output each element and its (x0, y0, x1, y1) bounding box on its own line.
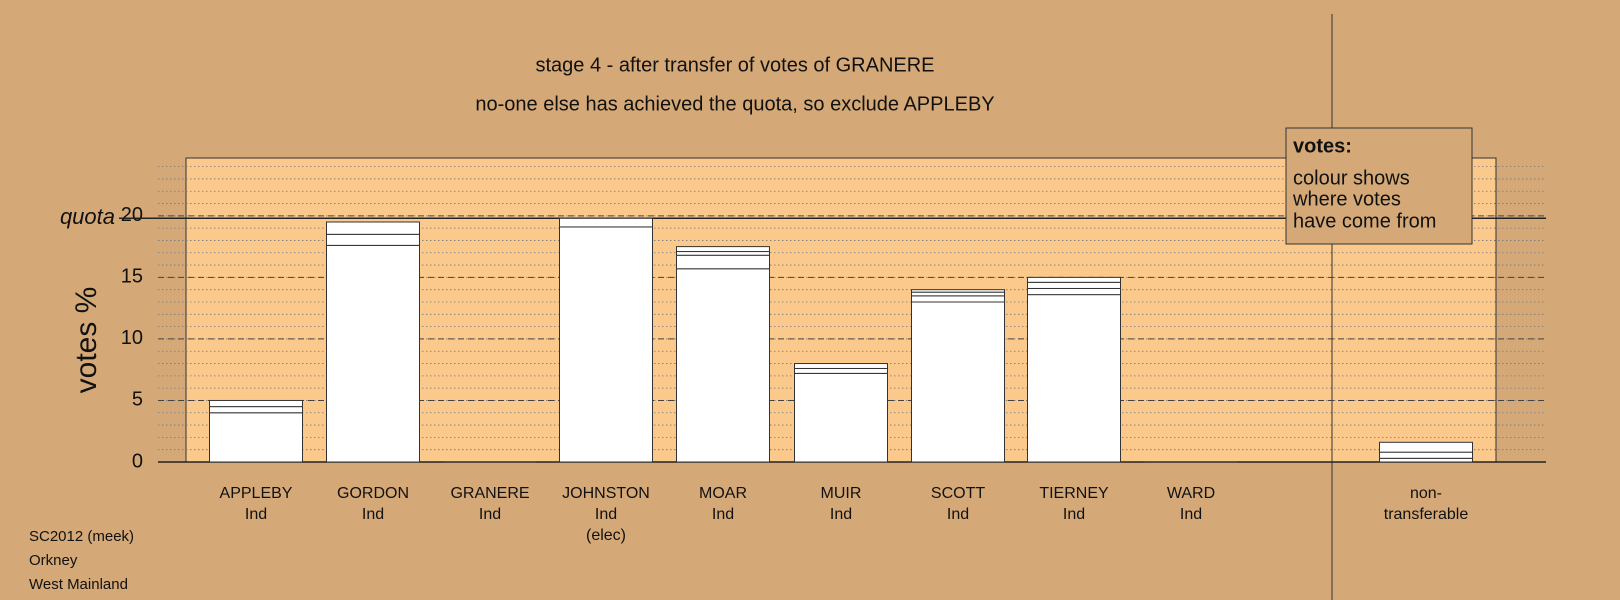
bar-segment (1379, 457, 1473, 463)
footer-text: Orkney (29, 552, 78, 569)
bar-segment (326, 233, 420, 246)
bar-segment (209, 412, 303, 463)
legend-title: votes: (1293, 135, 1352, 157)
bar-segment (676, 246, 770, 253)
bar-segment (911, 295, 1005, 303)
bar-segment (209, 399, 303, 408)
bar-segment (1027, 287, 1121, 296)
x-tick-label: SCOTT (931, 485, 985, 502)
footer-text: SC2012 (meek) (29, 528, 134, 545)
bar-segment (326, 221, 420, 235)
bar-segment (911, 301, 1005, 463)
bar-segment (559, 217, 653, 228)
bar-segment (1027, 276, 1121, 283)
bar-segment (209, 406, 303, 414)
bar-segment (1027, 294, 1121, 463)
bars (209, 217, 1473, 463)
x-tick-label: MOAR (699, 485, 747, 502)
bar-segment (1379, 441, 1473, 453)
quota-label: quota (60, 204, 115, 229)
legend-text: have come from (1293, 210, 1436, 232)
x-tick-label: non- (1410, 485, 1442, 502)
bar-segment (1379, 451, 1473, 459)
legend-box (1285, 127, 1473, 245)
footer-text: West Mainland (29, 576, 128, 593)
x-tick-label: (elec) (586, 527, 626, 544)
bar-segment (794, 372, 888, 463)
x-tick-label: Ind (830, 506, 852, 523)
x-tick-label: Ind (1063, 506, 1085, 523)
x-tick-label: GRANERE (450, 485, 529, 502)
bar-segment (676, 254, 770, 270)
bar-segment (794, 367, 888, 374)
x-tick-label: Ind (947, 506, 969, 523)
y-tick-label: 15 (121, 266, 143, 288)
bar-segment (911, 289, 1005, 293)
bar-segment (911, 291, 1005, 297)
bar-segment (794, 363, 888, 369)
legend-text: where votes (1292, 188, 1401, 210)
bar-segment (559, 226, 653, 463)
y-tick-label: 10 (121, 327, 143, 349)
x-tick-label: APPLEBY (220, 485, 293, 502)
bar-segment (1027, 281, 1121, 289)
bar-segment (676, 251, 770, 256)
x-tick-label: transferable (1384, 506, 1469, 523)
x-tick-label: MUIR (821, 485, 862, 502)
x-tick-label: Ind (245, 506, 267, 523)
x-tick-label: TIERNEY (1039, 485, 1109, 502)
bar-segment (326, 244, 420, 463)
y-tick-label: 0 (132, 450, 143, 472)
y-tick-label: 20 (121, 204, 143, 226)
x-tick-label: Ind (712, 506, 734, 523)
x-tick-label: Ind (595, 506, 617, 523)
y-axis-label: votes % (70, 287, 103, 394)
y-tick-label: 5 (132, 389, 143, 411)
x-tick-label: JOHNSTON (562, 485, 650, 502)
chart-subtitle: no-one else has achieved the quota, so e… (475, 93, 994, 115)
x-tick-label: Ind (479, 506, 501, 523)
chart-title: stage 4 - after transfer of votes of GRA… (535, 54, 934, 76)
x-tick-label: Ind (362, 506, 384, 523)
x-tick-label: GORDON (337, 485, 409, 502)
bar-segment (676, 268, 770, 463)
x-tick-label: Ind (1180, 506, 1202, 523)
x-tick-label: WARD (1167, 485, 1215, 502)
legend-text: colour shows (1293, 167, 1410, 189)
